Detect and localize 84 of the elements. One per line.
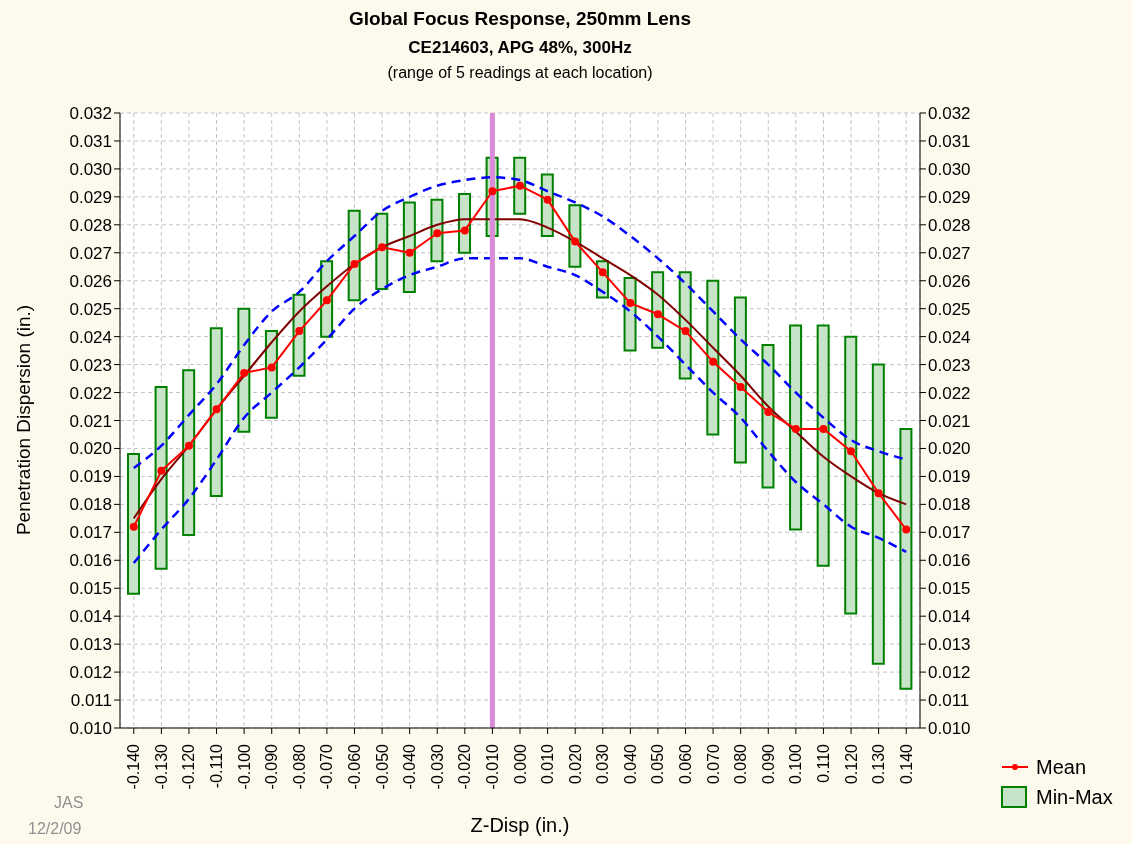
y2-tick-label: 0.028 [928,215,971,235]
chart-title: Global Focus Response, 250mm Lens [347,8,693,30]
y-tick-label: 0.020 [69,439,112,459]
y2-tick-label: 0.031 [928,131,971,151]
y2-tick-label: 0.024 [928,327,971,347]
x-tick-label: -0.080 [290,743,308,790]
y2-tick-label: 0.030 [928,159,971,179]
y2-tick-label: 0.017 [928,523,971,543]
x-tick-label: -0.060 [345,743,363,790]
y2-tick-label: 0.012 [928,663,971,683]
y-tick-label: 0.027 [69,243,112,263]
y-tick-label: 0.026 [69,271,112,291]
y2-tick-label: 0.029 [928,187,971,207]
y2-tick-label: 0.010 [928,719,971,739]
y-tick-label: 0.010 [69,719,112,739]
x-tick-label: -0.130 [152,743,170,790]
x-tick-label: -0.050 [373,743,391,790]
x-tick-label: 0.000 [511,743,529,785]
y-tick-label: 0.029 [69,187,112,207]
y2-tick-label: 0.026 [928,271,971,291]
x-tick-label: -0.100 [235,743,253,790]
x-tick-label: -0.040 [401,743,419,790]
y-tick-label: 0.024 [69,327,112,347]
y2-tick-label: 0.027 [928,243,971,263]
x-tick-label: 0.060 [677,743,695,785]
x-tick-label: 0.140 [897,743,915,785]
x-tick-label: 0.100 [787,743,805,785]
y-tick-label: 0.017 [69,523,112,543]
y2-tick-label: 0.025 [928,299,971,319]
y2-tick-label: 0.021 [928,411,971,431]
x-tick-label: 0.110 [814,743,832,783]
y2-tick-label: 0.013 [928,635,971,655]
y2-tick-label: 0.011 [928,691,970,711]
x-tick-label: 0.130 [870,743,888,785]
y-tick-label: 0.011 [70,691,112,711]
y-tick-label: 0.031 [69,131,112,151]
y2-tick-label: 0.032 [928,104,971,124]
y2-tick-label: 0.020 [928,439,971,459]
x-tick-label: -0.070 [318,743,336,790]
x-tick-label: 0.120 [842,743,860,785]
x-tick-label: 0.040 [621,743,639,785]
y-tick-label: 0.022 [69,383,112,403]
y2-tick-label: 0.014 [928,607,971,627]
x-tick-label: -0.010 [483,743,501,790]
y-tick-label: 0.019 [69,467,112,487]
x-tick-label: 0.030 [594,743,612,785]
x-tick-label: -0.110 [208,743,226,789]
y-axis-title: Penetration Dispersion (in.) [13,304,35,536]
y-tick-label: 0.021 [69,411,112,431]
x-tick-label: 0.010 [539,743,557,785]
x-tick-label: -0.020 [456,743,474,790]
y-tick-label: 0.023 [69,355,112,375]
y2-tick-label: 0.023 [928,355,971,375]
x-tick-label: 0.070 [704,743,722,785]
y2-tick-label: 0.019 [928,467,971,487]
y-tick-label: 0.025 [69,299,112,319]
y2-tick-label: 0.016 [928,551,971,571]
y2-tick-label: 0.022 [928,383,971,403]
y-tick-label: 0.014 [69,607,112,627]
legend-label: Mean [1036,755,1087,779]
text: 12/2/09 [28,820,82,838]
x-tick-label: 0.050 [649,743,667,785]
y-tick-label: 0.030 [69,159,112,179]
text: JAS [54,794,84,812]
x-axis-title: Z-Disp (in.) [469,814,571,837]
y-tick-label: 0.015 [69,579,112,599]
y-tick-label: 0.028 [69,215,112,235]
text: (range of 5 readings at each location) [386,64,654,82]
x-tick-label: 0.080 [732,743,750,785]
x-tick-label: -0.030 [428,743,446,790]
y-tick-label: 0.018 [69,495,112,515]
y2-tick-label: 0.015 [928,579,971,599]
x-tick-label: -0.120 [180,743,198,790]
legend-label: Min-Max [1036,785,1113,809]
x-tick-label: -0.090 [263,743,281,790]
y-tick-label: 0.013 [69,635,112,655]
x-tick-label: 0.090 [759,743,777,785]
y-tick-label: 0.016 [69,551,112,571]
y-tick-label: 0.032 [69,104,112,124]
chart-subtitle: CE214603, APG 48%, 300Hz [407,38,633,58]
x-tick-label: 0.020 [566,743,584,785]
y-tick-label: 0.012 [69,663,112,683]
x-tick-label: -0.140 [125,743,143,790]
y2-tick-label: 0.018 [928,495,971,515]
